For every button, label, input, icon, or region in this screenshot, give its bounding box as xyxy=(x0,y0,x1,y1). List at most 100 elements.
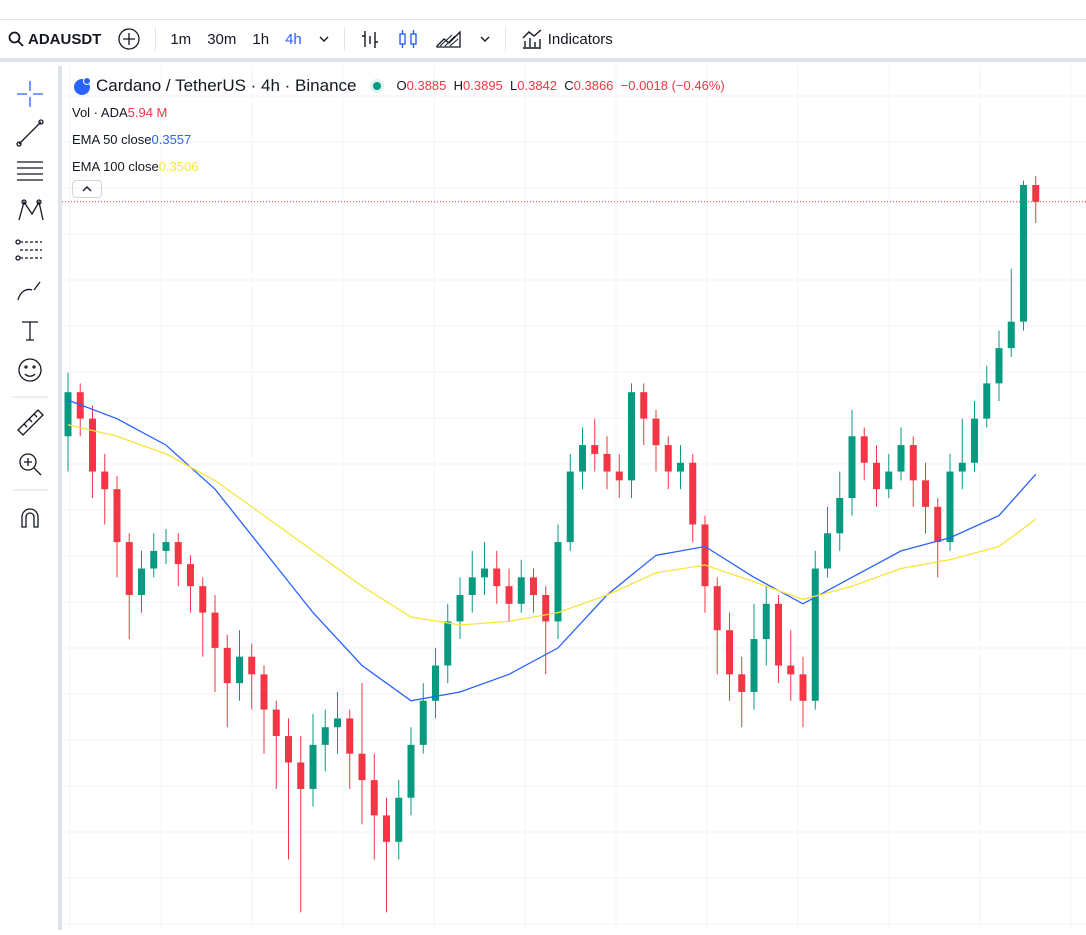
low-value: 0.3842 xyxy=(517,78,558,93)
candle-body xyxy=(346,718,354,754)
candle-body xyxy=(358,753,366,781)
volume-value: 5.94 M xyxy=(127,105,168,120)
candle-body xyxy=(652,418,660,446)
ema100-label: EMA 100 close xyxy=(72,159,159,174)
candle-body xyxy=(383,815,390,842)
candle-body xyxy=(750,639,758,692)
candle-body xyxy=(125,542,133,595)
area-icon xyxy=(436,30,461,48)
market-status xyxy=(369,78,384,93)
fib-tool[interactable] xyxy=(15,239,42,261)
ema100-row: EMA 100 close 0.3506 xyxy=(72,153,725,180)
indicators-button[interactable]: Indicators xyxy=(512,28,621,50)
candle-body xyxy=(995,348,1003,384)
horizontal-lines-tool[interactable] xyxy=(17,161,43,181)
candle-body xyxy=(848,436,856,498)
interval[interactable]: 30m xyxy=(207,30,237,48)
interval-active[interactable]: 4h xyxy=(285,30,302,48)
candles-icon xyxy=(399,30,417,48)
candle-body xyxy=(958,462,966,472)
candle-body xyxy=(113,489,121,543)
candle-body xyxy=(248,656,256,675)
pattern-tool[interactable] xyxy=(18,199,44,221)
compare-button[interactable] xyxy=(109,27,149,51)
candle-body xyxy=(309,744,317,789)
indicators-label: Indicators xyxy=(547,30,613,48)
candle-body xyxy=(150,550,158,569)
candle-body xyxy=(579,445,586,472)
brush-tool[interactable] xyxy=(17,281,41,301)
close-label: C xyxy=(564,78,574,93)
candle-body xyxy=(138,568,145,595)
candle-body xyxy=(174,542,182,565)
candle-body xyxy=(530,577,537,595)
change: −0.0018 (−0.46%) xyxy=(620,78,725,93)
area-type[interactable] xyxy=(427,28,471,50)
trend-line-tool[interactable] xyxy=(16,119,44,147)
ema-line xyxy=(67,424,1037,626)
bars-icon xyxy=(361,31,378,48)
candle-body xyxy=(701,524,709,587)
candle-body xyxy=(419,700,427,745)
candle-body xyxy=(432,665,439,701)
candle-body xyxy=(934,506,942,543)
candle-body xyxy=(260,674,268,710)
candle-body xyxy=(824,533,831,569)
candles-type[interactable] xyxy=(389,28,427,50)
ema50-value: 0.3557 xyxy=(151,132,192,147)
symbol-search[interactable]: ADAUSDT xyxy=(0,31,109,48)
coin-icon xyxy=(74,76,91,95)
interval[interactable]: 1h xyxy=(252,30,270,48)
search-icon xyxy=(8,31,24,47)
interval[interactable]: 1m xyxy=(170,30,192,48)
candle-body xyxy=(566,471,574,543)
candle-body xyxy=(983,383,991,419)
candle-body xyxy=(664,445,672,472)
bar-type[interactable] xyxy=(351,28,389,50)
candle-body xyxy=(1007,321,1015,349)
candle-body xyxy=(971,418,978,463)
top-toolbar: ADAUSDT 1m 30m 1h 4h Indicators xyxy=(0,19,1086,62)
candle-body xyxy=(640,392,648,419)
candle-body xyxy=(628,392,635,481)
high-label: H xyxy=(453,78,464,93)
candle-body xyxy=(811,568,819,701)
ema50-label: EMA 50 close xyxy=(72,132,152,147)
candle-body xyxy=(481,568,488,578)
ruler-tool[interactable] xyxy=(17,409,44,436)
candle-body xyxy=(321,727,329,745)
candle-body xyxy=(517,577,525,604)
candle-body xyxy=(101,471,109,490)
volume-row: Vol · ADA 5.94 M xyxy=(72,99,725,126)
candle-body xyxy=(775,603,782,666)
candle-body xyxy=(272,709,280,737)
ohlc: O0.3885 H0.3895 L0.3842 C0.3866 −0.0018 … xyxy=(397,78,725,93)
high-value: 0.3895 xyxy=(463,78,503,93)
chevron xyxy=(319,36,329,42)
open-label: O xyxy=(396,78,407,93)
candle-body xyxy=(799,674,807,701)
candle-body xyxy=(689,462,697,525)
zoom-tool[interactable] xyxy=(19,453,42,476)
magnet-tool[interactable] xyxy=(21,508,39,528)
crosshair-tool[interactable] xyxy=(17,81,43,107)
emoji-tool[interactable] xyxy=(18,358,42,382)
candle-body xyxy=(444,621,452,666)
candle-body xyxy=(407,744,415,798)
candle-body xyxy=(787,665,795,675)
collapse-button[interactable] xyxy=(72,180,102,198)
candle-body xyxy=(211,612,219,648)
candle-body xyxy=(542,594,550,622)
ema-line xyxy=(67,399,1037,702)
candle-body xyxy=(456,594,464,622)
candle-body xyxy=(395,797,403,842)
interval-menu[interactable] xyxy=(310,34,338,44)
price-chart xyxy=(62,66,1086,930)
ema100-value: 0.3506 xyxy=(158,159,199,174)
candle-body xyxy=(187,564,194,587)
type-menu[interactable] xyxy=(471,34,499,44)
text-tool[interactable] xyxy=(22,321,38,341)
candle-body xyxy=(334,718,341,728)
candle-body xyxy=(897,445,905,472)
candle-body xyxy=(370,780,378,816)
